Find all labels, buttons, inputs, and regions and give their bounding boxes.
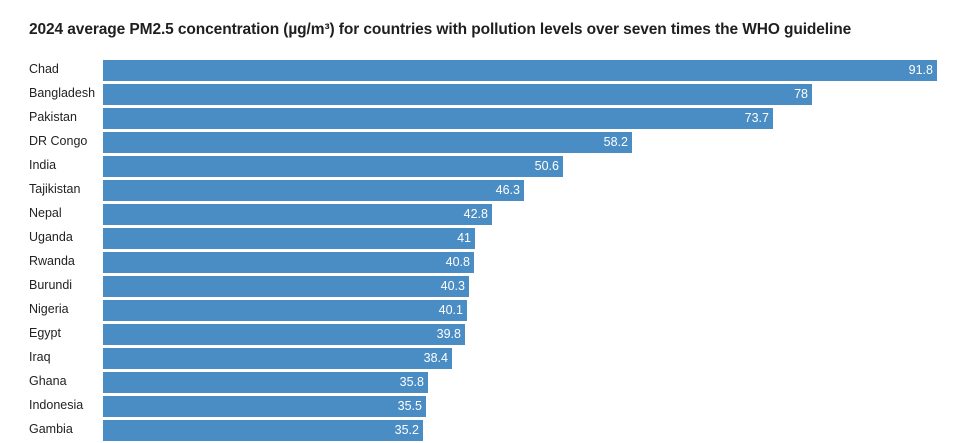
bar	[103, 204, 492, 225]
bar	[103, 348, 452, 369]
bar	[103, 324, 465, 345]
bar-value-label: 35.2	[394, 423, 419, 437]
bar	[103, 252, 474, 273]
category-label: Chad	[29, 62, 59, 76]
bar-value-label: 40.8	[445, 255, 470, 269]
bar-row: Tajikistan 46.3	[0, 180, 954, 201]
bar-value-label: 38.4	[423, 351, 448, 365]
bar-row: Pakistan 73.7	[0, 108, 954, 129]
bar-value-label: 46.3	[495, 183, 520, 197]
category-label: Tajikistan	[29, 182, 81, 196]
bar	[103, 300, 467, 321]
bar	[103, 180, 524, 201]
bar-row: Indonesia 35.5	[0, 396, 954, 417]
category-label: India	[29, 158, 57, 172]
category-label: Pakistan	[29, 110, 77, 124]
bar-value-label: 42.8	[463, 207, 488, 221]
category-label: DR Congo	[29, 134, 88, 148]
bar-row: Gambia 35.2	[0, 420, 954, 441]
bar-value-label: 35.8	[399, 375, 424, 389]
category-label: Nigeria	[29, 302, 69, 316]
bar-row: Iraq 38.4	[0, 348, 954, 369]
bar-row: Egypt 39.8	[0, 324, 954, 345]
bar-row: Uganda 41	[0, 228, 954, 249]
bar	[103, 156, 563, 177]
bar-row: Rwanda 40.8	[0, 252, 954, 273]
bar-value-label: 35.5	[397, 399, 422, 413]
bar-value-label: 73.7	[744, 111, 769, 125]
category-label: Gambia	[29, 422, 73, 436]
chart-title: 2024 average PM2.5 concentration (µg/m³)…	[29, 21, 852, 38]
bar-value-label: 78	[794, 87, 808, 101]
category-label: Rwanda	[29, 254, 75, 268]
category-label: Burundi	[29, 278, 73, 292]
bar-row: Chad 91.8	[0, 60, 954, 81]
category-label: Uganda	[29, 230, 73, 244]
bar-value-label: 40.1	[438, 303, 463, 317]
bar	[103, 420, 423, 441]
bar	[103, 108, 773, 129]
bar-row: Nepal 42.8	[0, 204, 954, 225]
bar	[103, 372, 428, 393]
bar	[103, 396, 426, 417]
bar-row: DR Congo 58.2	[0, 132, 954, 153]
category-label: Ghana	[29, 374, 67, 388]
bar-row: Ghana 35.8	[0, 372, 954, 393]
bar-row: Nigeria 40.1	[0, 300, 954, 321]
bar-value-label: 40.3	[440, 279, 465, 293]
bar-value-label: 39.8	[436, 327, 461, 341]
category-label: Bangladesh	[29, 86, 96, 100]
bar	[103, 84, 812, 105]
category-label: Indonesia	[29, 398, 84, 412]
bar-row: Bangladesh 78	[0, 84, 954, 105]
bar-value-label: 58.2	[603, 135, 628, 149]
bar-value-label: 91.8	[908, 63, 933, 77]
bar-value-label: 41	[457, 231, 471, 245]
category-label: Egypt	[29, 326, 61, 340]
bar-row: India 50.6	[0, 156, 954, 177]
category-label: Iraq	[29, 350, 51, 364]
category-label: Nepal	[29, 206, 62, 220]
bar-row: Burundi 40.3	[0, 276, 954, 297]
bar	[103, 276, 469, 297]
bar	[103, 132, 632, 153]
bar-value-label: 50.6	[534, 159, 559, 173]
bar	[103, 228, 475, 249]
bar	[103, 60, 937, 81]
